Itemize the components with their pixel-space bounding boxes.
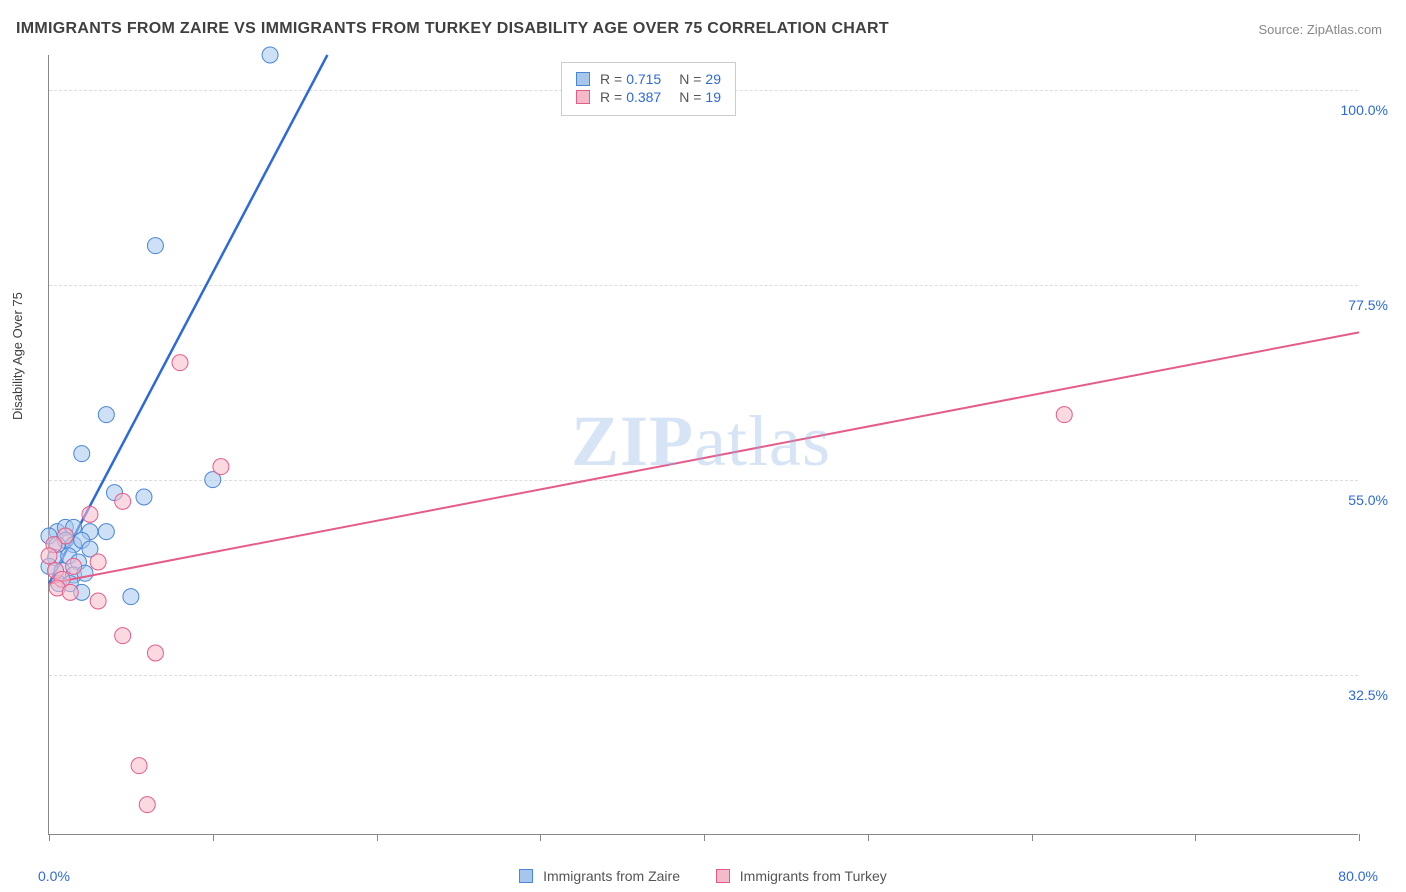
legend-item-1: Immigrants from Turkey <box>716 868 887 884</box>
stats-n-label: N = <box>679 89 701 105</box>
stats-r-label: R = <box>600 71 622 87</box>
data-point <box>172 355 188 371</box>
watermark: ZIPatlas <box>571 400 831 483</box>
data-point <box>82 506 98 522</box>
legend-label-0: Immigrants from Zaire <box>543 868 680 884</box>
y-tick-label: 32.5% <box>1348 687 1388 703</box>
data-point <box>98 407 114 423</box>
data-point <box>98 524 114 540</box>
legend-swatch-0 <box>519 869 533 883</box>
data-point <box>262 47 278 63</box>
legend-item-0: Immigrants from Zaire <box>519 868 684 884</box>
data-point <box>123 589 139 605</box>
stats-row-0: R = 0.715 N = 29 <box>576 71 721 87</box>
stats-r-value: 0.387 <box>626 89 661 105</box>
plot-area: ZIPatlas R = 0.715 N = 29 R = 0.387 N = 19 <box>48 55 1358 835</box>
data-point <box>139 797 155 813</box>
y-tick-label: 100.0% <box>1341 102 1388 118</box>
data-point <box>131 758 147 774</box>
legend-swatch-1 <box>716 869 730 883</box>
watermark-zip: ZIP <box>571 401 694 481</box>
data-point <box>115 493 131 509</box>
y-tick-label: 55.0% <box>1348 492 1388 508</box>
data-point <box>213 459 229 475</box>
data-point <box>147 645 163 661</box>
data-point <box>1056 407 1072 423</box>
y-tick-label: 77.5% <box>1348 297 1388 313</box>
data-point <box>41 548 57 564</box>
chart-title: IMMIGRANTS FROM ZAIRE VS IMMIGRANTS FROM… <box>16 20 889 38</box>
stats-row-1: R = 0.387 N = 19 <box>576 89 721 105</box>
stats-n-label: N = <box>679 71 701 87</box>
data-point <box>147 238 163 254</box>
x-tick <box>1359 834 1360 841</box>
source-attribution: Source: ZipAtlas.com <box>1258 22 1382 37</box>
legend-label-1: Immigrants from Turkey <box>740 868 887 884</box>
data-point <box>90 554 106 570</box>
stats-legend-box: R = 0.715 N = 29 R = 0.387 N = 19 <box>561 62 736 116</box>
stats-r-value: 0.715 <box>626 71 661 87</box>
stats-swatch-0 <box>576 72 590 86</box>
data-point <box>136 489 152 505</box>
x-tick <box>704 834 705 841</box>
data-point <box>66 558 82 574</box>
watermark-atlas: atlas <box>694 401 831 481</box>
data-point <box>74 446 90 462</box>
x-tick <box>1032 834 1033 841</box>
stats-r-label: R = <box>600 89 622 105</box>
stats-swatch-1 <box>576 90 590 104</box>
stats-n-value: 19 <box>705 89 721 105</box>
trend-line-0 <box>49 55 327 584</box>
bottom-legend: Immigrants from Zaire Immigrants from Tu… <box>0 868 1406 884</box>
stats-n-value: 29 <box>705 71 721 87</box>
data-point <box>90 593 106 609</box>
x-tick <box>1195 834 1196 841</box>
x-tick <box>377 834 378 841</box>
x-tick <box>540 834 541 841</box>
data-point <box>115 628 131 644</box>
x-tick <box>49 834 50 841</box>
data-point <box>62 584 78 600</box>
x-tick <box>868 834 869 841</box>
y-axis-label: Disability Age Over 75 <box>10 292 25 420</box>
x-tick <box>213 834 214 841</box>
